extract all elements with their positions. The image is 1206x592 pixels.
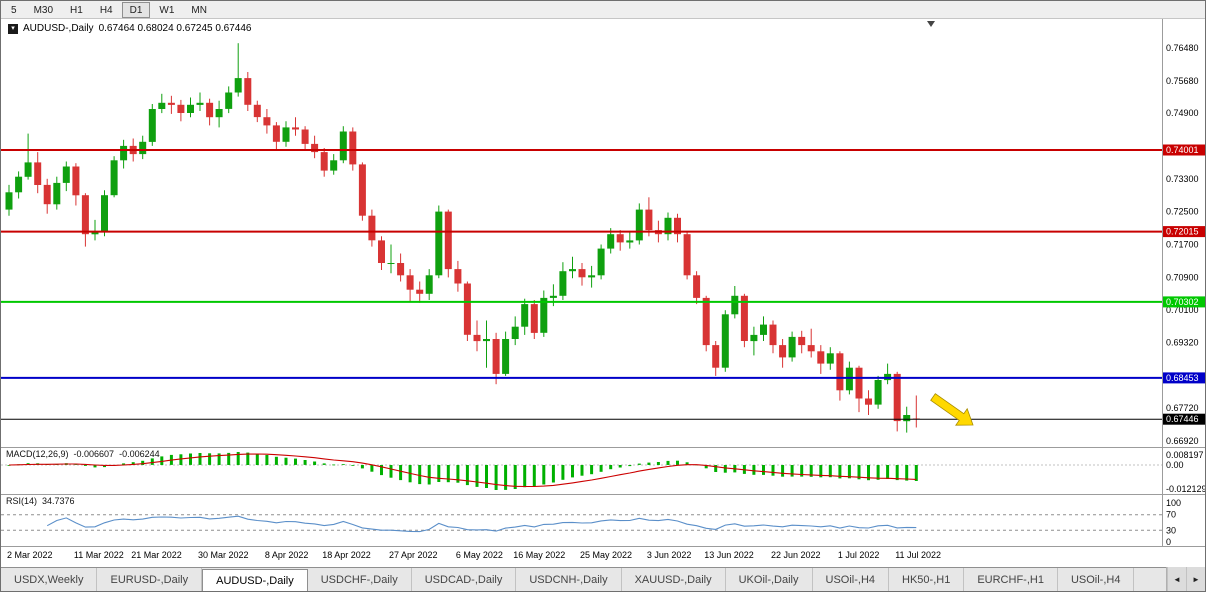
rsi-scale-label: 30 bbox=[1166, 525, 1176, 535]
macd-scale-label: -0.012129 bbox=[1166, 484, 1206, 494]
price-tick-label: 0.75680 bbox=[1166, 76, 1199, 86]
time-axis[interactable]: 2 Mar 2022 11 Mar 2022 21 Mar 2022 30 Mar 2… bbox=[7, 550, 941, 560]
price-tick-label: 0.67720 bbox=[1166, 403, 1199, 413]
price-badge-0.72015 bbox=[1163, 226, 1205, 238]
tab-hk50-h1[interactable]: HK50-,H1 bbox=[889, 568, 965, 591]
rsi-label: RSI(14) 34.7376 bbox=[6, 496, 75, 506]
time-label: 27 Apr 2022 bbox=[389, 550, 438, 560]
time-label: 1 Jul 2022 bbox=[838, 550, 880, 560]
time-label: 11 Jul 2022 bbox=[895, 550, 941, 560]
price-badge-text: 0.67446 bbox=[1166, 414, 1199, 424]
tab-usoil-h4[interactable]: USOil-,H4 bbox=[1058, 568, 1135, 591]
time-label: 30 Mar 2022 bbox=[198, 550, 249, 560]
time-label: 8 Apr 2022 bbox=[265, 550, 309, 560]
macd-label: MACD(12,26,9) -0.006607 -0.006244 bbox=[6, 449, 160, 459]
timeframe-button-5[interactable]: 5 bbox=[11, 4, 17, 16]
rsi-name: RSI(14) bbox=[6, 496, 38, 506]
price-tick-label: 0.70100 bbox=[1166, 305, 1199, 315]
tab-usoil-h4[interactable]: USOil-,H4 bbox=[813, 568, 890, 591]
tab-eurusd-daily[interactable]: EURUSD-,Daily bbox=[97, 568, 203, 591]
time-label: 18 Apr 2022 bbox=[322, 550, 371, 560]
tab-xauusd-daily[interactable]: XAUUSD-,Daily bbox=[622, 568, 726, 591]
time-label: 25 May 2022 bbox=[580, 550, 632, 560]
timeframe-button-h4[interactable]: H4 bbox=[99, 4, 113, 16]
time-label: 6 May 2022 bbox=[456, 550, 503, 560]
price-scale[interactable]: 0.76480 0.75680 0.74900 0.73300 0.72500 0.717… bbox=[1163, 43, 1206, 446]
rsi-scale-label: 100 bbox=[1166, 498, 1181, 508]
macd-signal-line bbox=[8, 453, 917, 488]
price-badge-text: 0.72015 bbox=[1166, 227, 1199, 237]
time-label: 16 May 2022 bbox=[513, 550, 565, 560]
macd-name: MACD(12,26,9) bbox=[6, 449, 69, 459]
timeframe-button-w1[interactable]: W1 bbox=[159, 4, 175, 16]
price-badge-text: 0.68453 bbox=[1166, 373, 1199, 383]
tab-usdcnh-daily[interactable]: USDCNH-,Daily bbox=[516, 568, 622, 591]
timeframe-button-mn[interactable]: MN bbox=[191, 4, 207, 16]
chart-title: ▾ AUDUSD-,Daily 0.67464 0.68024 0.67245 … bbox=[8, 23, 252, 34]
tab-usdcad-daily[interactable]: USDCAD-,Daily bbox=[412, 568, 517, 591]
price-tick-label: 0.69320 bbox=[1166, 337, 1199, 347]
macd-scale-label: 0.008197 bbox=[1166, 450, 1204, 460]
candlestick-series bbox=[5, 43, 920, 433]
rsi-scale-label: 0 bbox=[1166, 537, 1171, 547]
price-badge-0.70302 bbox=[1163, 296, 1205, 308]
time-label: 11 Mar 2022 bbox=[74, 550, 124, 560]
price-badge-0.67446 bbox=[1163, 413, 1205, 425]
chart-tabs-bar: USDX,Weekly EURUSD-,Daily AUDUSD-,Daily USD… bbox=[1, 567, 1205, 591]
rsi-line bbox=[46, 515, 917, 533]
price-badge-0.74001 bbox=[1163, 144, 1205, 156]
tabs-scroll-left-button[interactable]: ◄ bbox=[1167, 567, 1186, 591]
symbol-marker-icon: ▾ bbox=[8, 23, 18, 34]
price-tick-label: 0.76480 bbox=[1166, 43, 1199, 53]
tabs-scroll-right-button[interactable]: ► bbox=[1186, 567, 1205, 591]
price-tick-label: 0.71700 bbox=[1166, 240, 1199, 250]
price-tick-label: 0.73300 bbox=[1166, 174, 1199, 184]
chart-title-ohlc: 0.67464 0.68024 0.67245 0.67446 bbox=[98, 23, 252, 34]
time-label: 3 Jun 2022 bbox=[647, 550, 692, 560]
time-label: 22 Jun 2022 bbox=[771, 550, 821, 560]
time-label: 21 Mar 2022 bbox=[131, 550, 182, 560]
price-tick-label: 0.70900 bbox=[1166, 272, 1199, 282]
macd-signal-value: -0.006244 bbox=[119, 449, 160, 459]
macd-histogram bbox=[7, 452, 918, 490]
macd-scale-label: 0.00 bbox=[1166, 460, 1184, 470]
time-label: 2 Mar 2022 bbox=[7, 550, 53, 560]
rsi-scale-label: 70 bbox=[1166, 510, 1176, 520]
price-badge-text: 0.70302 bbox=[1166, 297, 1199, 307]
tab-usdchf-daily[interactable]: USDCHF-,Daily bbox=[308, 568, 412, 591]
price-badge-text: 0.74001 bbox=[1166, 145, 1199, 155]
chart-plot-area[interactable] bbox=[1, 19, 1162, 447]
tab-eurchf-h1[interactable]: EURCHF-,H1 bbox=[964, 568, 1058, 591]
price-tick-label: 0.72500 bbox=[1166, 207, 1199, 217]
tab-ukoil-daily[interactable]: UKOil-,Daily bbox=[726, 568, 813, 591]
sell-arrow-object[interactable] bbox=[930, 393, 974, 426]
timeframe-button-m30[interactable]: M30 bbox=[33, 4, 54, 16]
chart-shift-marker[interactable] bbox=[927, 21, 935, 27]
timeframe-button-d1[interactable]: D1 bbox=[121, 1, 151, 18]
timeframe-button-h1[interactable]: H1 bbox=[70, 4, 83, 16]
macd-main-value: -0.006607 bbox=[73, 449, 115, 459]
time-label: 13 Jun 2022 bbox=[704, 550, 754, 560]
tab-audusd-daily[interactable]: AUDUSD-,Daily bbox=[202, 569, 308, 591]
tab-scroll-buttons: ◄ ► bbox=[1166, 567, 1205, 591]
price-tick-label: 0.66920 bbox=[1166, 436, 1199, 446]
price-badge-0.68453 bbox=[1163, 372, 1205, 384]
rsi-value: 34.7376 bbox=[42, 496, 75, 506]
timeframe-toolbar: 5 M30 H1 H4 D1 W1 MN bbox=[1, 1, 1205, 19]
price-tick-label: 0.74900 bbox=[1166, 108, 1199, 118]
chart-canvas[interactable]: 0.76480 0.75680 0.74900 0.73300 0.72500 0.717… bbox=[1, 19, 1206, 569]
chart-title-symbol: AUDUSD-,Daily bbox=[23, 23, 94, 34]
tab-usdx-weekly[interactable]: USDX,Weekly bbox=[1, 568, 98, 591]
